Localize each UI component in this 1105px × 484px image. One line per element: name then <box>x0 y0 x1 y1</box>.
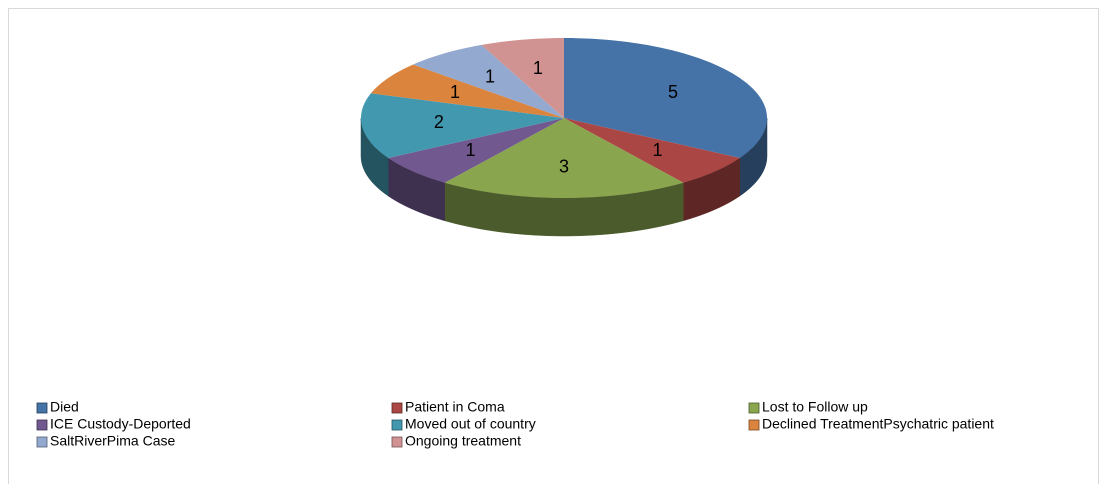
legend-label: SaltRiverPima Case <box>50 433 175 449</box>
pie-slice <box>413 44 564 118</box>
legend-label: Declined TreatmentPsychatric patient <box>762 416 994 432</box>
pie-slice <box>388 118 564 183</box>
pie-slice <box>564 38 767 158</box>
legend-label: ICE Custody-Deported <box>50 416 191 432</box>
legend-swatch <box>391 419 403 431</box>
legend-label: Lost to Follow up <box>762 399 868 415</box>
pie-slice <box>361 93 564 158</box>
legend-swatch <box>36 402 48 414</box>
legend-swatch <box>36 419 48 431</box>
data-label: 1 <box>653 140 663 160</box>
pie-slice <box>444 118 684 198</box>
pie-slice <box>481 38 564 118</box>
legend-swatch <box>36 436 48 448</box>
data-label: 5 <box>668 82 678 102</box>
pie-slice <box>564 118 740 183</box>
legend-label: Moved out of country <box>405 416 536 432</box>
legend-label: Ongoing treatment <box>405 433 521 449</box>
data-label: 1 <box>485 67 495 87</box>
legend-swatch <box>391 436 403 448</box>
legend-swatch <box>748 402 760 414</box>
data-label: 3 <box>559 156 569 176</box>
data-label: 1 <box>465 140 475 160</box>
data-label: 1 <box>533 58 543 78</box>
legend-label: Died <box>50 399 79 415</box>
data-label: 2 <box>434 112 444 132</box>
data-label: 1 <box>450 82 460 102</box>
pie-side <box>360 117 389 197</box>
legend-label: Patient in Coma <box>405 399 505 415</box>
pie-slice <box>370 64 564 118</box>
legend-swatch <box>748 419 760 431</box>
legend-swatch <box>391 402 403 414</box>
